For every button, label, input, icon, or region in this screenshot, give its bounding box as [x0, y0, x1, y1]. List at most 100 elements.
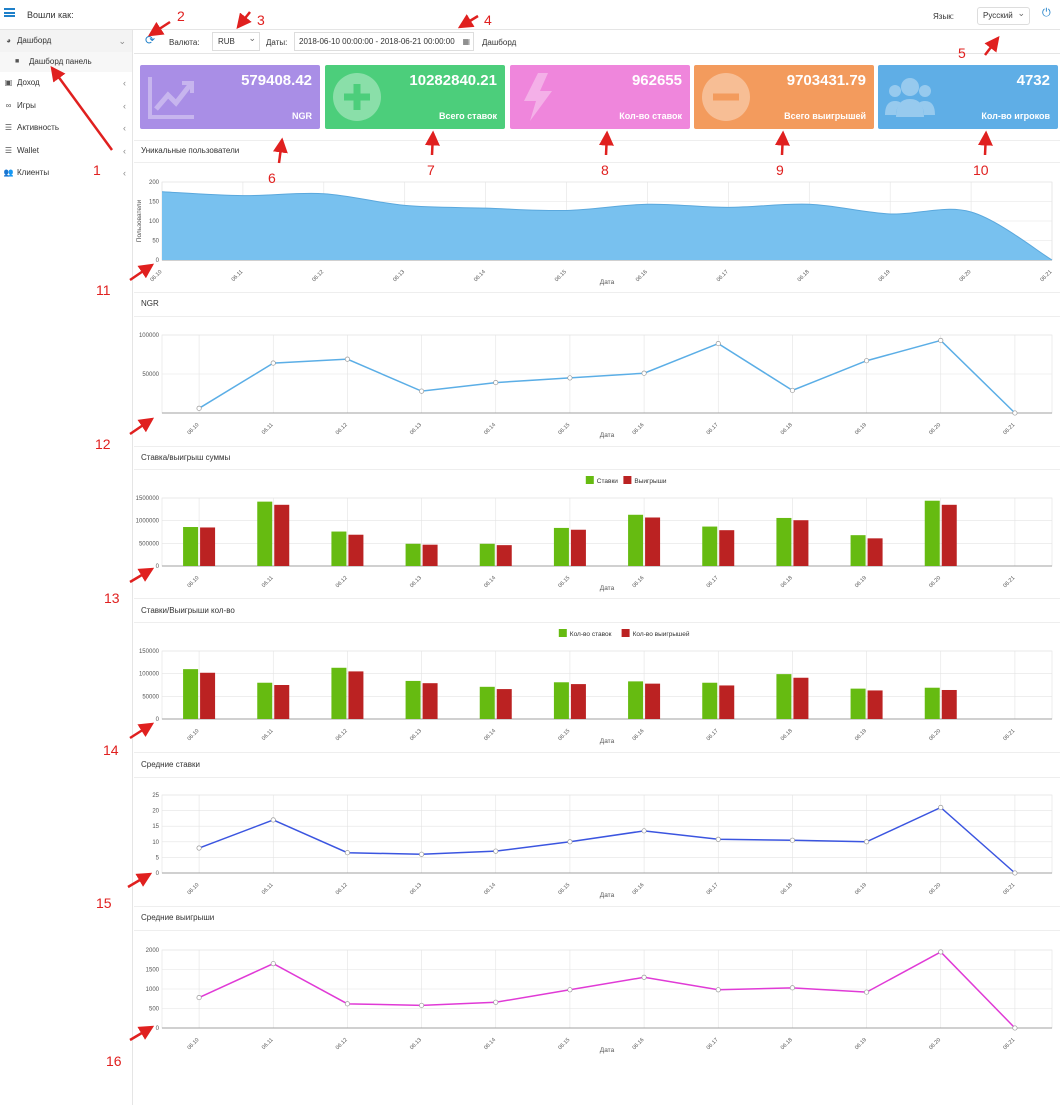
- annotation-arrow: [147, 20, 171, 37]
- annotation-arrow: [272, 137, 288, 164]
- dates-label: Даты:: [266, 38, 288, 47]
- bar: [405, 680, 421, 719]
- legend-label: Выигрыши: [634, 478, 667, 485]
- stat-value: 10282840.21: [409, 72, 497, 89]
- y-tick-label: 2000: [146, 948, 160, 954]
- annotation-number: 6: [268, 170, 276, 186]
- bar: [553, 527, 569, 566]
- stat-value: 579408.42: [241, 72, 312, 89]
- data-point: [715, 341, 721, 347]
- money-icon: ▣: [4, 78, 13, 88]
- divider: [134, 292, 1060, 293]
- sidebar-item-games[interactable]: ∞ Игры ‹: [0, 95, 132, 117]
- sidebar-item-wallet[interactable]: ☰ Wallet ‹: [0, 140, 132, 162]
- stat-value: 9703431.79: [786, 72, 866, 89]
- data-point: [1012, 1025, 1018, 1031]
- stat-value: 962655: [631, 72, 682, 89]
- bar: [719, 530, 735, 566]
- data-point: [864, 358, 870, 364]
- y-tick-label: 150000: [139, 649, 160, 655]
- bar: [645, 517, 661, 566]
- x-axis-label: Дата: [600, 279, 615, 286]
- legend-label: Кол-во выигрышей: [633, 630, 690, 638]
- series-line: [198, 951, 1016, 1029]
- y-axis-label: Пользователи: [136, 199, 143, 242]
- y-tick-label: 0: [156, 871, 160, 877]
- bar: [702, 526, 718, 566]
- divider: [134, 777, 1060, 778]
- refresh-icon[interactable]: ⟳: [145, 33, 156, 47]
- date-range-input[interactable]: 2018-06-10 00:00:00 - 2018-06-21 00:00:0…: [294, 32, 474, 51]
- stat-label: Кол-во игроков: [981, 111, 1050, 121]
- y-tick-label: 50000: [142, 372, 159, 378]
- sidebar-item-activity[interactable]: ☰ Активность ‹: [0, 117, 132, 139]
- data-point: [270, 961, 276, 967]
- data-point: [196, 845, 202, 851]
- bar: [628, 514, 644, 566]
- sidebar-item-clients[interactable]: 👥 Клиенты ‹: [0, 162, 132, 184]
- users-icon: 👥: [3, 167, 14, 177]
- y-tick-label: 25: [152, 793, 159, 799]
- data-point: [789, 387, 795, 393]
- y-tick-label: 1500000: [136, 496, 160, 502]
- bar: [941, 689, 957, 719]
- bar: [200, 527, 216, 566]
- bar: [793, 677, 809, 719]
- gamepad-icon: ∞: [5, 100, 12, 110]
- y-tick-label: 0: [156, 1026, 160, 1032]
- annotation-number: 7: [427, 162, 435, 178]
- y-tick-label: 0: [156, 717, 160, 723]
- data-point: [567, 375, 573, 381]
- menu-icon[interactable]: [4, 8, 15, 17]
- y-tick-label: 1000: [146, 987, 160, 993]
- chevron-down-icon: ⌄: [118, 36, 126, 46]
- y-tick-label: 1500: [146, 968, 160, 974]
- dashboard-icon: ◕: [6, 36, 11, 45]
- list-icon: ☰: [4, 123, 13, 133]
- y-tick-label: 5: [156, 855, 160, 861]
- language-select[interactable]: Русский: [977, 5, 1030, 25]
- series-line: [161, 191, 1053, 261]
- stat-value: 4732: [1016, 72, 1050, 89]
- y-tick-label: 0: [156, 564, 160, 570]
- stat-label: Всего ставок: [439, 111, 497, 121]
- chart-title-bet-win-sums: Ставка/выигрыш суммы: [141, 453, 231, 462]
- bar: [924, 687, 940, 719]
- lightning-icon: [524, 73, 552, 121]
- dashboard-button[interactable]: Дашборд: [482, 38, 517, 47]
- data-point: [567, 839, 573, 845]
- data-point: [344, 356, 350, 362]
- annotation-number: 2: [177, 8, 185, 24]
- bar: [257, 682, 273, 719]
- currency-select[interactable]: RUB: [212, 30, 260, 51]
- calendar-icon[interactable]: ▦: [462, 37, 470, 46]
- power-icon[interactable]: ⏻: [1042, 7, 1051, 19]
- sidebar-subitem-dashboard-panel[interactable]: ■ Дашборд панель: [0, 52, 132, 73]
- annotation-arrow: [129, 722, 155, 740]
- data-point: [567, 987, 573, 993]
- data-point: [493, 848, 499, 854]
- annotation-number: 10: [973, 162, 989, 178]
- y-tick-label: 500000: [139, 541, 160, 547]
- bar: [553, 682, 569, 719]
- data-point: [641, 828, 647, 834]
- data-point: [344, 850, 350, 856]
- data-point: [715, 987, 721, 993]
- bar: [331, 667, 347, 719]
- stat-label: NGR: [292, 111, 312, 121]
- annotation-number: 5: [958, 45, 966, 61]
- data-point: [938, 337, 944, 344]
- chart-title-unique-users: Уникальные пользователи: [141, 146, 240, 155]
- y-tick-label: 1000000: [136, 519, 160, 525]
- date-range-value: 2018-06-10 00:00:00 - 2018-06-21 00:00:0…: [299, 37, 455, 46]
- chart-line-icon: [148, 77, 194, 119]
- bar: [200, 672, 216, 719]
- annotation-arrow: [50, 65, 114, 151]
- sidebar-item-income[interactable]: ▣ Доход ‹: [0, 72, 132, 94]
- sidebar-item-dashboard[interactable]: ◕ Дашборд ⌄: [0, 30, 132, 53]
- y-tick-label: 150: [149, 200, 160, 206]
